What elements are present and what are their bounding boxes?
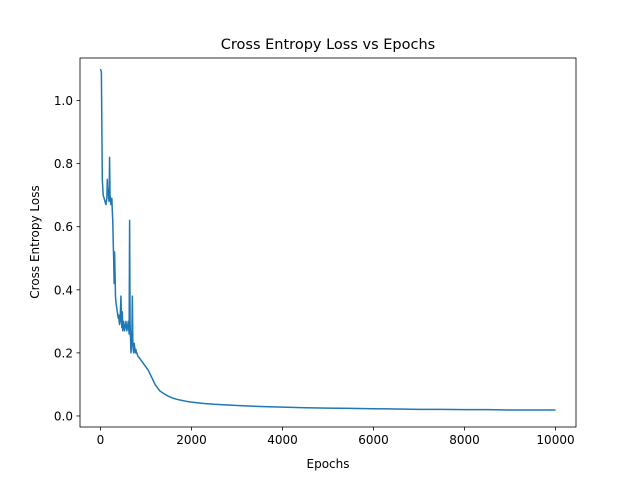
x-axis-ticks: 0 2000 4000 6000 8000 10000 <box>97 427 575 447</box>
x-axis-label: Epochs <box>307 457 350 471</box>
y-tick-label: 0.6 <box>54 220 73 234</box>
x-tick-label: 4000 <box>267 433 298 447</box>
x-tick-label: 10000 <box>536 433 574 447</box>
y-axis-ticks: 0.0 0.2 0.4 0.6 0.8 1.0 <box>54 94 80 423</box>
x-tick-label: 6000 <box>358 433 389 447</box>
plot-area <box>99 68 556 411</box>
x-tick-label: 0 <box>97 433 105 447</box>
x-tick-label: 8000 <box>449 433 480 447</box>
y-tick-label: 0.2 <box>54 346 73 360</box>
axes-frame <box>79 57 577 428</box>
y-axis-label: Cross Entropy Loss <box>28 185 42 298</box>
y-tick-label: 1.0 <box>54 94 73 108</box>
y-tick-label: 0.8 <box>54 157 73 171</box>
x-tick-label: 2000 <box>176 433 207 447</box>
loss-series-line <box>99 68 556 411</box>
y-tick-label: 0.4 <box>54 283 73 297</box>
chart-title: Cross Entropy Loss vs Epochs <box>221 37 435 53</box>
y-tick-label: 0.0 <box>54 409 73 423</box>
